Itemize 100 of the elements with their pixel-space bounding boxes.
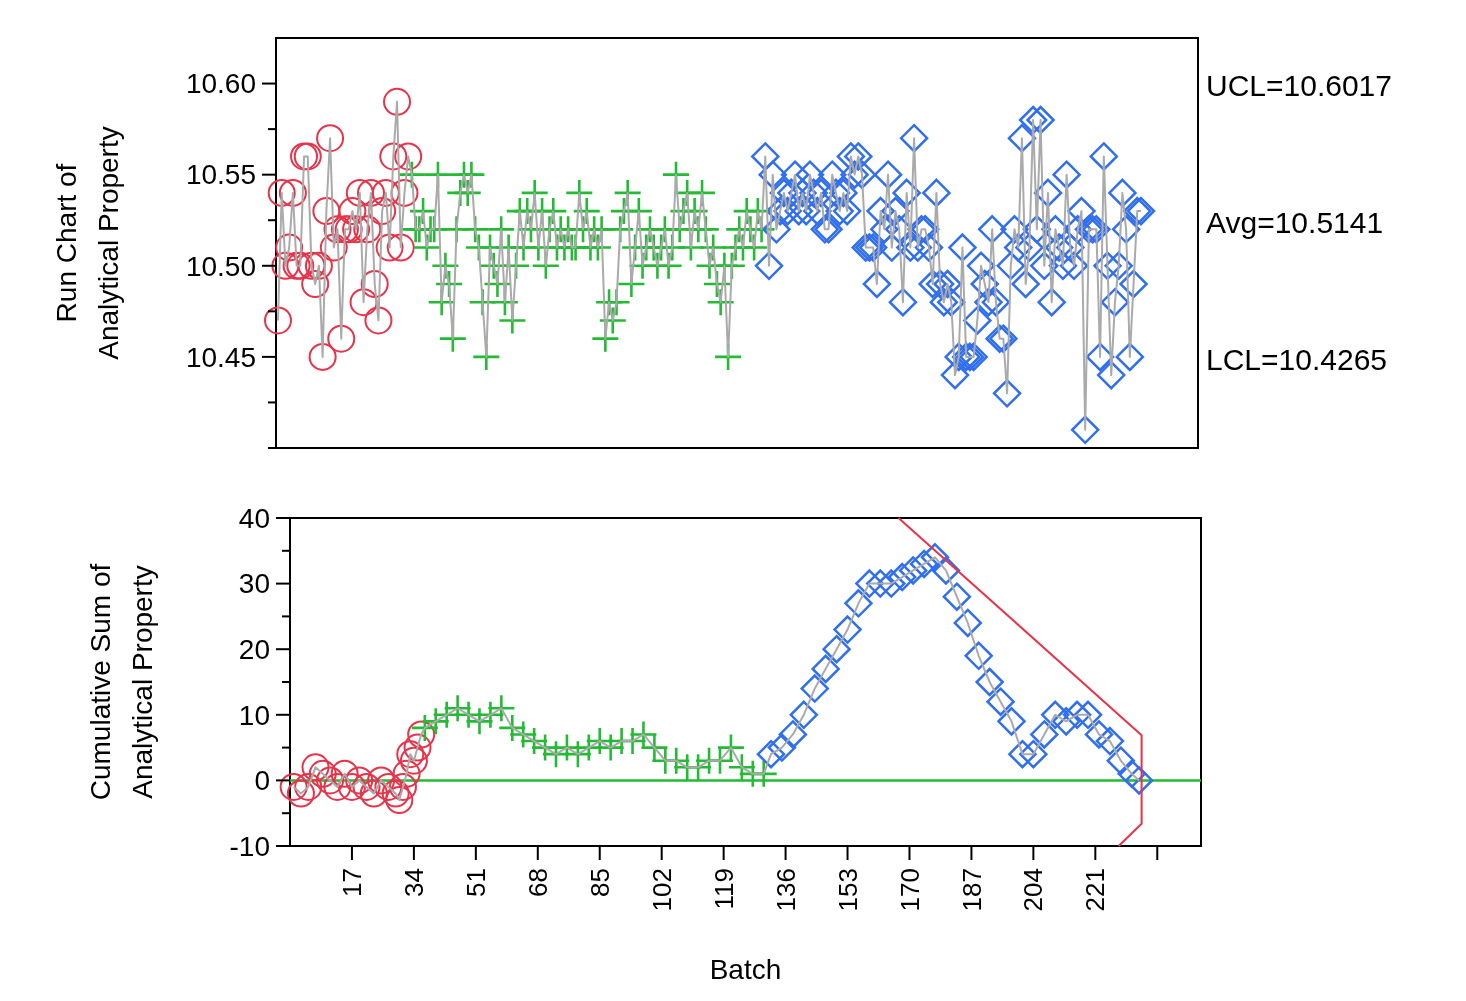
point xyxy=(316,766,345,795)
point xyxy=(342,215,371,244)
point xyxy=(1062,700,1092,730)
point xyxy=(308,759,337,788)
point xyxy=(390,178,419,207)
point xyxy=(360,270,389,298)
x-tick-label: 187 xyxy=(956,868,987,912)
x-axis-title: Batch xyxy=(709,954,782,985)
point xyxy=(756,739,786,769)
point xyxy=(379,142,408,171)
point xyxy=(352,772,381,801)
point xyxy=(975,667,1004,697)
point xyxy=(396,740,425,769)
point xyxy=(316,124,345,153)
point xyxy=(1095,726,1125,756)
point xyxy=(964,641,993,671)
x-tick-label: 68 xyxy=(522,868,553,897)
point xyxy=(909,549,939,579)
x-tick-label: 51 xyxy=(460,868,491,897)
point xyxy=(844,589,873,618)
point xyxy=(833,615,862,644)
point xyxy=(866,569,895,598)
y-tick-label: 10.60 xyxy=(185,68,256,100)
point xyxy=(294,772,323,801)
y-tick-label: 10 xyxy=(238,699,270,731)
text: UCL=10.6017 xyxy=(1206,69,1392,103)
x-tick-label: 85 xyxy=(584,868,615,897)
point xyxy=(997,707,1026,736)
line-series xyxy=(897,517,1143,847)
point xyxy=(386,233,415,262)
x-tick-label: 34 xyxy=(399,868,429,897)
x-tick-label: 204 xyxy=(1018,868,1049,912)
text: LCL=10.4265 xyxy=(1206,342,1387,376)
point xyxy=(887,562,917,592)
y-tick-label: 10.50 xyxy=(185,250,256,282)
point xyxy=(403,733,432,762)
point xyxy=(1073,700,1103,730)
point xyxy=(368,197,397,226)
point xyxy=(800,674,829,703)
point xyxy=(279,772,308,801)
point xyxy=(330,759,359,788)
point xyxy=(304,251,333,280)
x-tick-label: 221 xyxy=(1080,868,1111,912)
point xyxy=(767,733,797,762)
point xyxy=(301,270,330,298)
point xyxy=(1051,707,1081,736)
point xyxy=(855,569,884,598)
point xyxy=(383,87,412,116)
point xyxy=(392,759,421,788)
y-tick-label: 10.55 xyxy=(185,159,256,191)
point xyxy=(488,695,515,722)
point xyxy=(278,178,307,207)
point xyxy=(364,306,393,335)
x-tick-label: 136 xyxy=(770,868,801,912)
point xyxy=(275,233,304,262)
y-axis-title: Cumulative Sum of Analytical Property xyxy=(85,563,158,801)
y-tick-label: 30 xyxy=(238,568,270,600)
point xyxy=(375,233,404,262)
point xyxy=(407,720,436,749)
point xyxy=(822,634,851,664)
point xyxy=(898,556,928,585)
point xyxy=(323,215,352,244)
point xyxy=(789,700,819,730)
point xyxy=(337,772,366,801)
point xyxy=(267,178,296,207)
point xyxy=(1008,739,1037,769)
text: Avg=10.5141 xyxy=(1206,206,1384,239)
point xyxy=(399,746,428,775)
point xyxy=(811,654,840,684)
point xyxy=(327,324,356,353)
point xyxy=(1106,746,1136,775)
point xyxy=(1084,720,1114,749)
x-tick-label: 17 xyxy=(337,868,368,897)
point xyxy=(778,720,808,749)
point xyxy=(388,772,417,801)
point xyxy=(367,766,396,795)
point xyxy=(371,178,400,207)
point xyxy=(953,608,983,638)
point xyxy=(630,721,657,748)
point xyxy=(286,779,315,808)
point xyxy=(349,288,378,317)
point xyxy=(1124,766,1154,795)
point xyxy=(1030,720,1059,749)
point xyxy=(986,687,1015,716)
point xyxy=(394,142,423,171)
point xyxy=(1019,739,1048,769)
point xyxy=(312,197,341,226)
point xyxy=(345,766,374,795)
point xyxy=(357,178,385,207)
x-tick-label: 170 xyxy=(894,868,925,912)
y-tick-label: 0 xyxy=(254,765,270,797)
point xyxy=(353,215,382,244)
point xyxy=(345,178,374,207)
point xyxy=(877,569,906,598)
y-tick-label: 40 xyxy=(238,502,270,534)
y-axis-title: Run Chart of Analytical Property xyxy=(51,126,124,360)
y-tick-label: -10 xyxy=(229,830,270,862)
point xyxy=(319,233,348,262)
point xyxy=(297,251,326,280)
point xyxy=(301,753,330,782)
